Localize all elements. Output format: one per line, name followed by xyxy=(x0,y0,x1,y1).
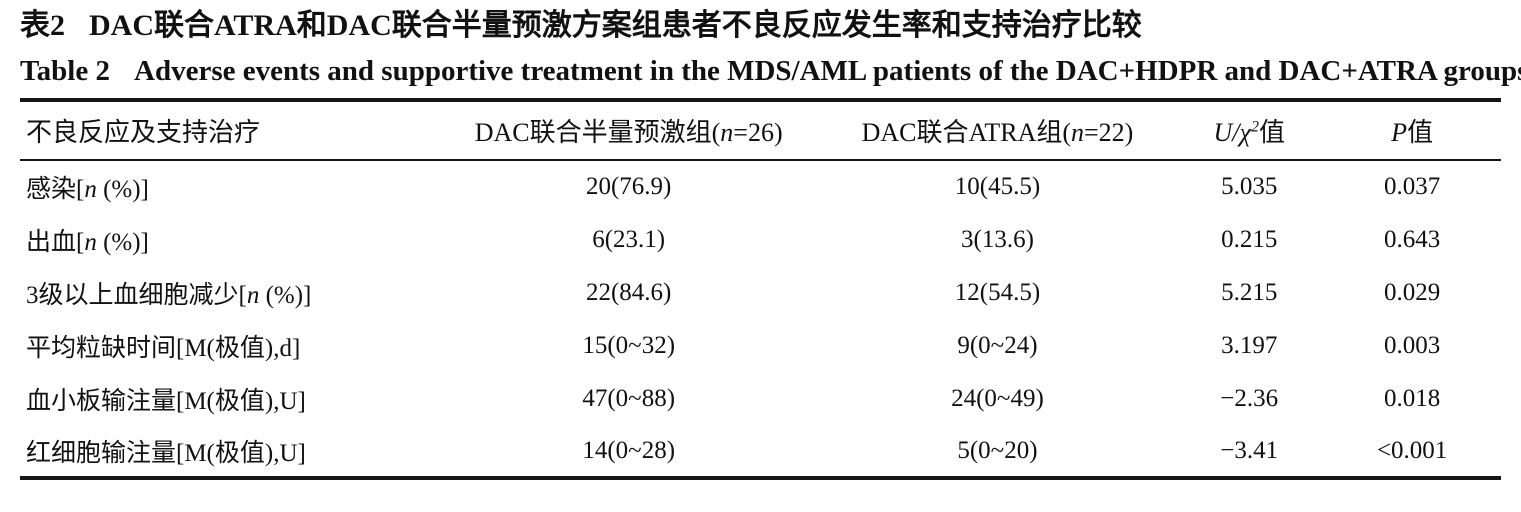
table-caption-zh: 表2 DAC联合ATRA和DAC联合半量预激方案组患者不良反应发生率和支持治疗比较 xyxy=(20,0,1501,44)
stat-value-cell: 5.035 xyxy=(1221,173,1278,200)
stat-value-cell: −2.36 xyxy=(1220,384,1279,412)
hdpr-value-cell: 15(0~32) xyxy=(582,331,676,359)
table-title-en: Adverse events and supportive treatment … xyxy=(134,55,1521,87)
p-value-cell: 0.037 xyxy=(1384,173,1441,200)
paper-table-figure: 表2 DAC联合ATRA和DAC联合半量预激方案组患者不良反应发生率和支持治疗比较… xyxy=(20,0,1521,480)
table-row-hemorrhage: 出血[n (%)] 6(23.1) 3(13.6) 0.215 0.643 xyxy=(20,213,1501,266)
col-header-adverse-events: 不良反应及支持治疗 xyxy=(26,118,261,147)
hdpr-value-cell: 14(0~28) xyxy=(582,436,676,464)
p-value-cell: 0.029 xyxy=(1384,278,1441,306)
stat-value-cell: −3.41 xyxy=(1220,436,1279,464)
p-value-cell: 0.003 xyxy=(1384,331,1441,359)
row-label-cell: 红细胞输注量[M(极值),U] xyxy=(26,439,306,467)
row-label-cell: 平均粒缺时间[M(极值),d] xyxy=(26,334,301,362)
hdpr-value-cell: 47(0~88) xyxy=(582,384,676,412)
p-value-cell: 0.643 xyxy=(1384,225,1441,253)
table-row-agranulocytosis-duration: 平均粒缺时间[M(极值),d] 15(0~32) 9(0~24) 3.197 0… xyxy=(20,319,1501,372)
hdpr-value-cell: 22(84.6) xyxy=(585,278,672,306)
atra-value-cell: 9(0~24) xyxy=(957,331,1038,359)
col-header-p-value: P值 xyxy=(1391,118,1434,147)
col-header-dac-atra-group: DAC联合ATRA组(n=22) xyxy=(861,118,1134,147)
stat-value-cell: 0.215 xyxy=(1221,225,1278,253)
stat-value-cell: 5.215 xyxy=(1221,278,1278,306)
table-number-zh: 表2 xyxy=(20,9,65,42)
atra-value-cell: 24(0~49) xyxy=(951,384,1044,412)
row-label-cell: 出血[n (%)] xyxy=(26,228,149,256)
p-value-cell: <0.001 xyxy=(1376,436,1448,464)
row-label-cell: 感染[n (%)] xyxy=(26,176,149,203)
table-row-rbc-transfusion: 红细胞输注量[M(极值),U] 14(0~28) 5(0~20) −3.41 <… xyxy=(20,425,1501,478)
hdpr-value-cell: 20(76.9) xyxy=(585,173,672,200)
row-label-cell: 血小板输注量[M(极值),U] xyxy=(26,387,306,415)
atra-value-cell: 12(54.5) xyxy=(954,278,1041,306)
col-header-dac-hdpr-group: DAC联合半量预激组(n=26) xyxy=(474,118,783,147)
adverse-events-table: 不良反应及支持治疗 DAC联合半量预激组(n=26) DAC联合ATRA组(n=… xyxy=(20,98,1501,480)
table-row-cytopenia: 3级以上血细胞减少[n (%)] 22(84.6) 12(54.5) 5.215… xyxy=(20,266,1501,319)
table-number-en: Table 2 xyxy=(20,55,110,87)
atra-value-cell: 10(45.5) xyxy=(954,173,1041,200)
table-title-zh: DAC联合ATRA和DAC联合半量预激方案组患者不良反应发生率和支持治疗比较 xyxy=(89,9,1142,42)
stat-value-cell: 3.197 xyxy=(1221,331,1278,359)
p-value-cell: 0.018 xyxy=(1384,384,1441,412)
col-header-statistic: U/χ2值 xyxy=(1213,118,1285,147)
hdpr-value-cell: 6(23.1) xyxy=(592,225,666,253)
table-row-platelet-transfusion: 血小板输注量[M(极值),U] 47(0~88) 24(0~49) −2.36 … xyxy=(20,372,1501,425)
atra-value-cell: 3(13.6) xyxy=(961,225,1034,253)
row-label-cell: 3级以上血细胞减少[n (%)] xyxy=(26,281,312,309)
atra-value-cell: 5(0~20) xyxy=(957,436,1038,464)
table-header-row: 不良反应及支持治疗 DAC联合半量预激组(n=26) DAC联合ATRA组(n=… xyxy=(20,100,1501,160)
table-caption-en: Table 2 Adverse events and supportive tre… xyxy=(20,53,1521,89)
table-row-infection: 感染[n (%)] 20(76.9) 10(45.5) 5.035 0.037 xyxy=(20,160,1501,213)
